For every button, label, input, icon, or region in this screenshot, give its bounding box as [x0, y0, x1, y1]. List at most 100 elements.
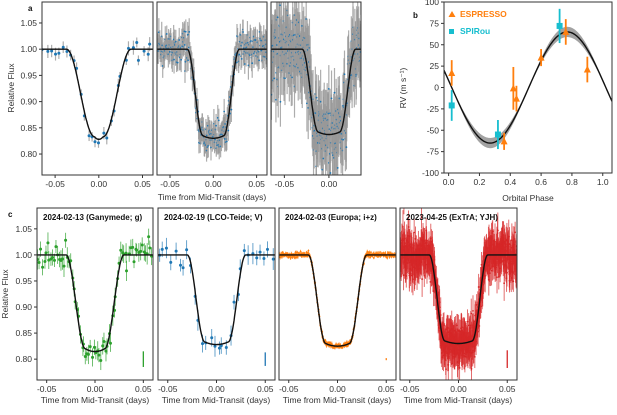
data-point	[262, 256, 266, 260]
axes-frame	[157, 207, 276, 381]
data-point	[119, 248, 123, 252]
data-point	[136, 58, 140, 62]
y-tick-label: 0.95	[20, 70, 37, 80]
data-point	[60, 257, 64, 261]
data-point	[496, 276, 498, 279]
data-point	[506, 271, 508, 274]
data-point	[439, 314, 442, 316]
data-point	[178, 39, 181, 41]
espresso-point	[512, 94, 520, 102]
data-point	[333, 91, 336, 94]
data-point	[407, 226, 410, 228]
data-point	[296, 251, 299, 254]
data-point	[124, 251, 128, 255]
data-point	[342, 138, 345, 141]
data-point	[51, 255, 55, 259]
data-point	[178, 263, 182, 267]
subplot-data	[400, 208, 517, 380]
data-point	[39, 247, 43, 251]
panel-c-xlabel: Time from Mid-Transit (days)	[162, 395, 271, 405]
y-tick-label: 0.85	[15, 328, 32, 338]
data-point	[438, 306, 441, 309]
x-tick-label: 0.05	[248, 179, 265, 189]
subplot-title: 2024-02-19 (LCO-Teide; V)	[164, 213, 263, 222]
data-point	[183, 44, 186, 46]
y-tick-label: 0	[434, 83, 439, 93]
data-point	[174, 40, 177, 43]
data-point	[165, 33, 168, 35]
model-curve	[157, 48, 267, 139]
y-tick-label: 1.05	[20, 18, 37, 28]
panel-c-xlabel: Time from Mid-Transit (days)	[404, 395, 513, 405]
x-tick-label: -0.05	[400, 384, 420, 394]
spirou-point	[556, 22, 563, 29]
espresso-point	[562, 27, 570, 35]
data-point	[372, 256, 375, 259]
data-point	[470, 367, 473, 370]
data-point	[148, 246, 152, 250]
data-point	[301, 24, 303, 27]
data-point	[412, 278, 414, 281]
data-point	[496, 229, 499, 232]
subplot-data	[37, 228, 153, 371]
x-tick-label: 0.2	[474, 177, 486, 187]
data-point	[402, 226, 404, 228]
x-tick-label: -0.05	[45, 179, 65, 189]
panel-a-ylabel: Relative Flux	[6, 63, 16, 113]
data-point	[62, 264, 66, 268]
data-point	[96, 141, 100, 145]
data-point	[491, 230, 494, 233]
axes-frame	[278, 207, 397, 381]
data-point	[275, 98, 277, 101]
data-point	[329, 341, 332, 344]
y-tick-label: 100	[425, 0, 439, 7]
data-point	[470, 312, 473, 315]
data-point	[139, 249, 143, 253]
data-point	[215, 124, 217, 127]
data-point	[279, 100, 282, 103]
data-point	[329, 172, 332, 174]
data-point	[345, 146, 348, 149]
data-point	[328, 345, 331, 348]
data-point	[250, 40, 252, 42]
panel-label-c: c	[8, 210, 13, 219]
data-point	[52, 258, 56, 262]
x-tick-label: 0.00	[87, 384, 104, 394]
data-point	[235, 61, 238, 64]
data-point	[142, 49, 146, 53]
panel-a-xlabel: Time from Mid-Transit (days)	[158, 192, 267, 202]
data-point	[242, 31, 244, 33]
model-uncertainty-band	[444, 26, 612, 149]
subplot-title: 2024-02-13 (Ganymede; g)	[43, 213, 142, 222]
data-point	[230, 108, 233, 111]
data-point	[227, 129, 230, 132]
data-point	[321, 168, 324, 171]
data-point	[379, 251, 381, 254]
x-tick-label: -0.05	[160, 179, 180, 189]
data-point	[102, 339, 106, 343]
panel-c-xlabel: Time from Mid-Transit (days)	[41, 395, 150, 405]
x-tick-label: 0.00	[208, 384, 225, 394]
y-tick-label: 0.80	[15, 354, 32, 364]
data-point	[43, 260, 47, 264]
x-tick-label: -0.05	[37, 384, 57, 394]
data-point	[181, 266, 185, 270]
data-point	[478, 325, 481, 327]
x-tick-label: 0.00	[329, 384, 346, 394]
espresso-point	[537, 53, 545, 61]
data-point	[217, 119, 220, 122]
data-point	[37, 260, 41, 264]
x-tick-label: 0.8	[566, 177, 578, 187]
data-point	[315, 96, 318, 99]
data-point	[64, 238, 68, 242]
y-tick-label: 1.00	[20, 44, 37, 54]
data-point	[336, 167, 339, 169]
subplot-data	[271, 2, 361, 175]
data-point	[327, 87, 330, 90]
data-point	[307, 249, 310, 252]
data-point	[57, 51, 61, 55]
data-point	[185, 248, 189, 252]
model-curve	[400, 254, 517, 345]
data-point	[386, 257, 389, 259]
y-tick-label: -50	[427, 125, 440, 135]
